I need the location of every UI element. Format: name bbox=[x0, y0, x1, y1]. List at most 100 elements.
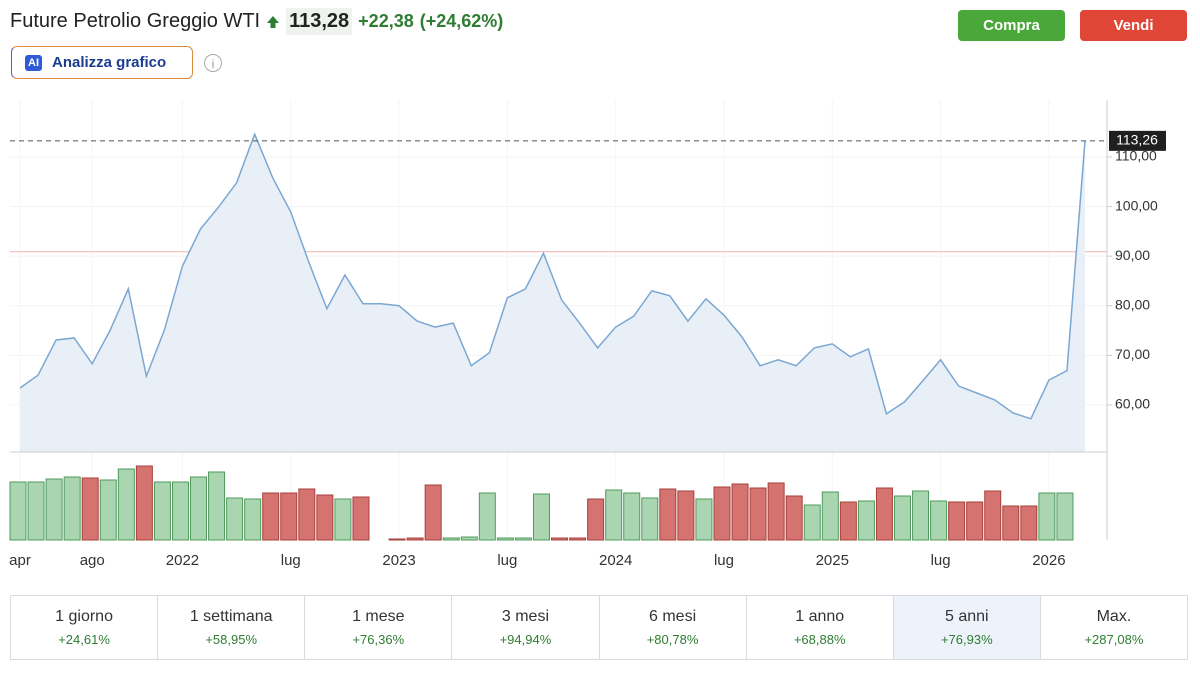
volume-bar bbox=[460, 536, 478, 541]
volume-bar bbox=[298, 488, 316, 541]
y-tick-label: 100,00 bbox=[1115, 197, 1158, 213]
y-tick-label: 90,00 bbox=[1115, 247, 1150, 263]
change: +22,38 bbox=[358, 11, 414, 31]
volume-bar bbox=[153, 481, 171, 541]
price-area bbox=[20, 134, 1085, 453]
volume-bar bbox=[478, 492, 496, 541]
last-price-label: 113,26 bbox=[1116, 132, 1158, 148]
volume-bar bbox=[117, 468, 135, 541]
volume-bar bbox=[406, 537, 424, 541]
period-label: 1 giorno bbox=[55, 608, 113, 625]
volume-bar bbox=[352, 496, 370, 541]
volume-bar bbox=[442, 537, 460, 541]
volume-bar bbox=[641, 497, 659, 541]
period-label: 1 settimana bbox=[189, 608, 273, 625]
change-pct: (+24,62%) bbox=[419, 11, 504, 31]
volume-bar bbox=[875, 487, 893, 541]
volume-bar bbox=[334, 498, 352, 541]
volume-bar bbox=[821, 491, 839, 541]
period-tab[interactable]: 1 settimana +58,95% bbox=[158, 596, 306, 659]
volume-bar bbox=[171, 481, 189, 541]
x-tick-label: 2022 bbox=[166, 552, 199, 569]
x-tick-label: 2024 bbox=[599, 552, 632, 569]
volume-bar bbox=[208, 471, 226, 541]
volume-bar bbox=[569, 537, 587, 541]
up-arrow bbox=[267, 15, 280, 28]
volume-bar bbox=[948, 501, 966, 541]
volume-bar bbox=[1002, 505, 1020, 541]
volume-bar bbox=[262, 492, 280, 541]
period-change: +58,95% bbox=[205, 632, 258, 647]
volume-bar bbox=[749, 487, 767, 541]
x-tick-label: ago bbox=[80, 552, 105, 569]
volume-bar bbox=[984, 490, 1002, 541]
period-tab[interactable]: 1 mese +76,36% bbox=[305, 596, 453, 659]
sell-button[interactable]: Vendi bbox=[1080, 10, 1187, 41]
period-tab[interactable]: 6 mesi +80,78% bbox=[600, 596, 747, 659]
volume-bar bbox=[135, 465, 153, 541]
period-change: +76,93% bbox=[940, 632, 993, 647]
period-tab[interactable]: 3 mesi +94,94% bbox=[452, 596, 600, 659]
volume-bar bbox=[677, 490, 695, 541]
volume-bar bbox=[514, 537, 532, 541]
x-tick-label: 2026 bbox=[1032, 552, 1065, 569]
volume-bar bbox=[496, 537, 514, 541]
volume-bar bbox=[767, 482, 785, 541]
period-tab[interactable]: 5 anni +76,93% bbox=[893, 596, 1041, 659]
ai-label: Analizza grafico bbox=[52, 54, 167, 71]
x-tick-label: 2025 bbox=[816, 552, 849, 569]
volume-bar bbox=[930, 500, 948, 541]
volume-bar bbox=[857, 500, 875, 541]
volume-bar bbox=[99, 479, 117, 541]
period-tab[interactable]: 1 giorno +24,61% bbox=[11, 596, 159, 659]
x-tick-label: apr bbox=[9, 552, 31, 569]
y-tick-label: 70,00 bbox=[1115, 346, 1150, 362]
volume-bar bbox=[532, 493, 550, 541]
period-change: +76,36% bbox=[352, 632, 405, 647]
volume-bar bbox=[785, 495, 803, 541]
volume-bar bbox=[226, 497, 244, 541]
volume-bar bbox=[81, 477, 99, 541]
x-tick-label: lug bbox=[714, 552, 734, 569]
volume-bar bbox=[63, 476, 81, 541]
buy-button[interactable]: Compra bbox=[958, 10, 1065, 41]
ai-badge: AI bbox=[25, 54, 42, 71]
volume-bar bbox=[587, 498, 605, 541]
period-label: 5 anni bbox=[945, 608, 989, 625]
volume-bar bbox=[45, 478, 63, 541]
period-label: 6 mesi bbox=[649, 608, 697, 625]
y-tick-label: 110,00 bbox=[1115, 148, 1157, 164]
header: Future Petrolio Greggio WTI 113,28 +22,3… bbox=[10, 8, 503, 35]
period-change: +24,61% bbox=[58, 632, 110, 647]
last-price-box bbox=[1109, 130, 1166, 151]
x-tick-label: lug bbox=[931, 552, 951, 569]
volume-bar bbox=[966, 501, 984, 541]
x-tick-label: lug bbox=[281, 552, 301, 569]
period-tabs: 1 giorno +24,61% 1 settimana +58,95% 1 mese +… bbox=[10, 595, 1188, 660]
volume-bar bbox=[893, 495, 911, 541]
volume-bar bbox=[9, 481, 27, 541]
info-icon[interactable]: i bbox=[204, 54, 222, 72]
volume-bar bbox=[912, 490, 930, 541]
price: 113,28 bbox=[286, 8, 353, 35]
instrument-title: Future Petrolio Greggio WTI bbox=[10, 10, 261, 32]
volume-bar bbox=[190, 476, 208, 541]
period-label: 3 mesi bbox=[501, 608, 549, 625]
y-tick-label: 80,00 bbox=[1115, 296, 1150, 312]
volume-bar bbox=[695, 498, 713, 541]
x-tick-label: lug bbox=[497, 552, 517, 569]
volume-bar bbox=[839, 501, 857, 541]
volume-bar bbox=[424, 484, 442, 541]
period-change: +80,78% bbox=[646, 632, 699, 647]
period-tab[interactable]: 1 anno +68,88% bbox=[747, 596, 894, 659]
volume-bar bbox=[551, 537, 569, 541]
ai-button[interactable]: AI Analizza grafico bbox=[11, 46, 193, 79]
volume-bar bbox=[1020, 505, 1038, 541]
period-change: +68,88% bbox=[793, 632, 846, 647]
period-tab[interactable]: Max. +287,08% bbox=[1041, 596, 1187, 659]
period-label: Max. bbox=[1096, 608, 1132, 625]
period-change: +94,94% bbox=[499, 632, 552, 647]
volume-bar bbox=[388, 538, 406, 541]
period-change: +287,08% bbox=[1084, 632, 1144, 647]
